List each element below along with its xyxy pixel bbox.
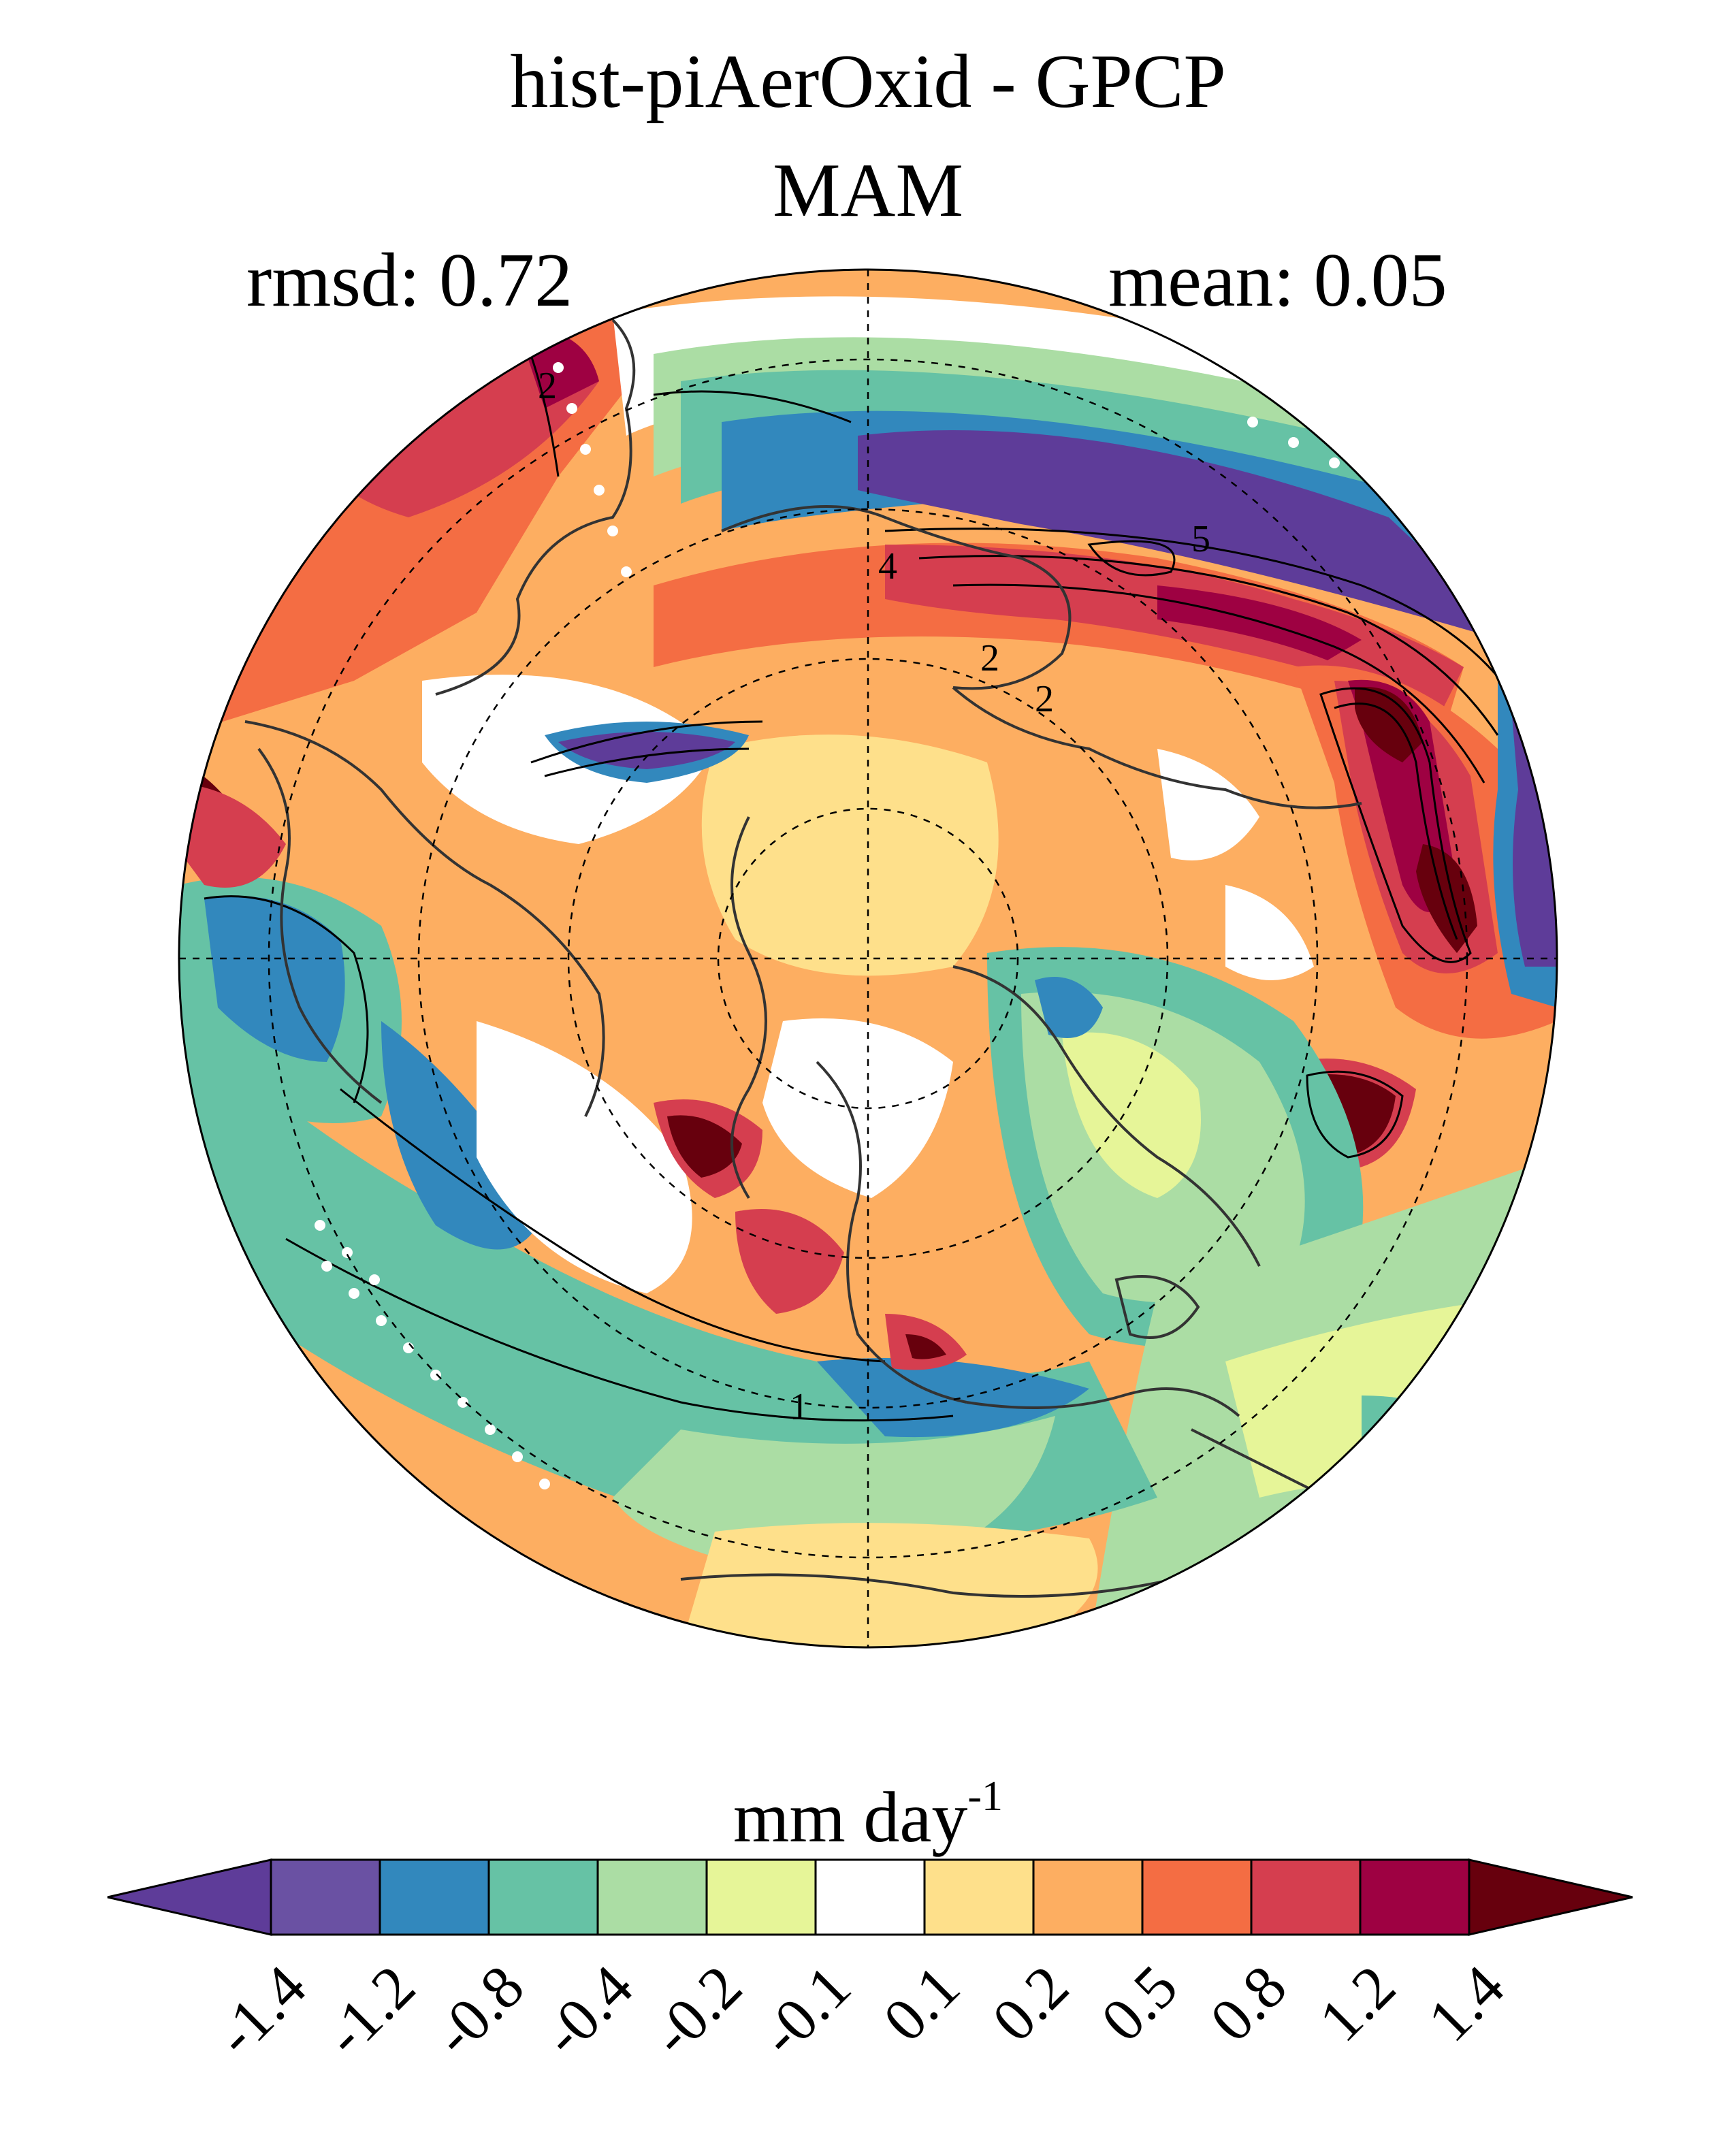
colorbar-tick-label: -0.2 xyxy=(638,1952,755,2069)
colorbar-bin xyxy=(1359,1858,1470,1936)
colorbar-bin xyxy=(596,1858,708,1936)
map-boundary xyxy=(178,268,1558,1649)
unit-exponent: -1 xyxy=(967,1773,1003,1820)
colorbar-tick-label: 0.1 xyxy=(871,1952,973,2055)
rmsd-label: rmsd: 0.72 xyxy=(246,238,573,323)
significance-stippling xyxy=(315,306,1381,1489)
colorbar-tick-label: 1.4 xyxy=(1415,1952,1517,2055)
season-label: MAM xyxy=(772,148,964,233)
unit-main: mm day xyxy=(733,1777,968,1857)
colorbar-bin xyxy=(814,1858,926,1936)
colorbar-bin xyxy=(1032,1858,1144,1936)
colorbar-bin xyxy=(270,1858,381,1936)
contour-label: 1 xyxy=(790,1386,809,1428)
colorbar-extend-max xyxy=(1468,1858,1633,1936)
colorbar-bin xyxy=(487,1858,599,1936)
colorbar-tick-label: -0.1 xyxy=(747,1952,864,2069)
contour-label: 5 xyxy=(1191,518,1210,560)
colorbar-bin xyxy=(705,1858,817,1936)
mean-label: mean: 0.05 xyxy=(1108,238,1447,323)
colorbar-tick-label: -1.2 xyxy=(311,1952,428,2069)
colorbar-tick-label: 0.8 xyxy=(1197,1952,1300,2055)
colorbar-tick-label: -1.4 xyxy=(202,1952,319,2069)
colorbar-unit: mm day-1 xyxy=(0,1775,1736,1854)
figure-title: hist-piAerOxid - GPCP xyxy=(510,39,1226,124)
contour-label: 4 xyxy=(878,545,897,587)
colorbar-tick-label: 0.2 xyxy=(980,1952,1082,2055)
graticule xyxy=(179,270,1557,1647)
colorbar-bin xyxy=(1250,1858,1362,1936)
colorbar-extend-min xyxy=(107,1858,272,1936)
colorbar-tick-label: 0.5 xyxy=(1089,1952,1191,2055)
colorbar-tick-label: -0.8 xyxy=(420,1952,537,2069)
colorbar-tick-label: -0.4 xyxy=(529,1952,646,2069)
colorbar-bin xyxy=(923,1858,1035,1936)
contour-label: 2 xyxy=(1035,678,1054,720)
colorbar-tick-label: 1.2 xyxy=(1306,1952,1409,2055)
contour-label: 2 xyxy=(980,637,999,679)
polar-map: 2 4 5 2 2 1 xyxy=(178,268,1558,1649)
colorbar-bin xyxy=(1141,1858,1253,1936)
colorbar-bin xyxy=(379,1858,490,1936)
contour-label: 2 xyxy=(538,365,557,407)
